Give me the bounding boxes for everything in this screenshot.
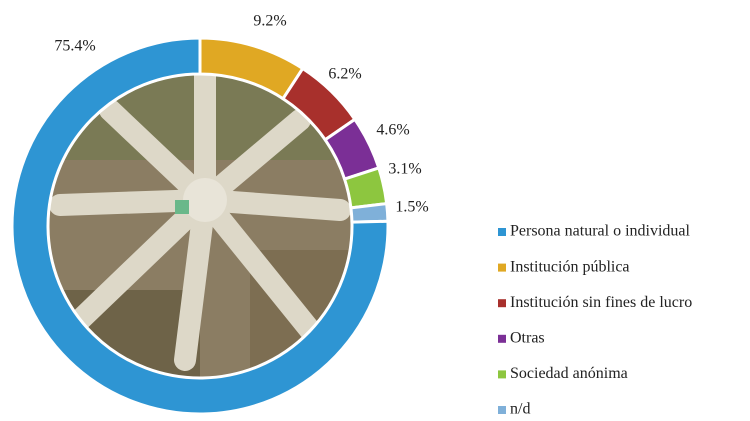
legend-swatch bbox=[498, 406, 506, 414]
legend-label: Institución sin fines de lucro bbox=[510, 294, 692, 311]
data-label: 3.1% bbox=[388, 161, 421, 178]
data-label: 1.5% bbox=[395, 199, 428, 216]
data-label: 9.2% bbox=[253, 13, 286, 30]
legend-swatch bbox=[498, 370, 506, 379]
data-label: 6.2% bbox=[328, 66, 361, 83]
legend-swatch bbox=[498, 228, 506, 236]
legend-label: n/d bbox=[510, 401, 530, 418]
legend-swatch bbox=[498, 299, 506, 308]
donut-segment bbox=[349, 201, 390, 224]
legend-swatch bbox=[498, 334, 506, 343]
legend-label: Institución pública bbox=[510, 258, 630, 275]
legend-label: Sociedad anónima bbox=[510, 365, 628, 382]
data-label: 4.6% bbox=[376, 122, 409, 139]
legend-label: Persona natural o individual bbox=[510, 223, 691, 240]
legend-label: Otras bbox=[510, 329, 545, 346]
legend-swatch bbox=[498, 263, 506, 272]
data-label: 75.4% bbox=[54, 38, 95, 55]
donut-segment bbox=[10, 36, 390, 416]
